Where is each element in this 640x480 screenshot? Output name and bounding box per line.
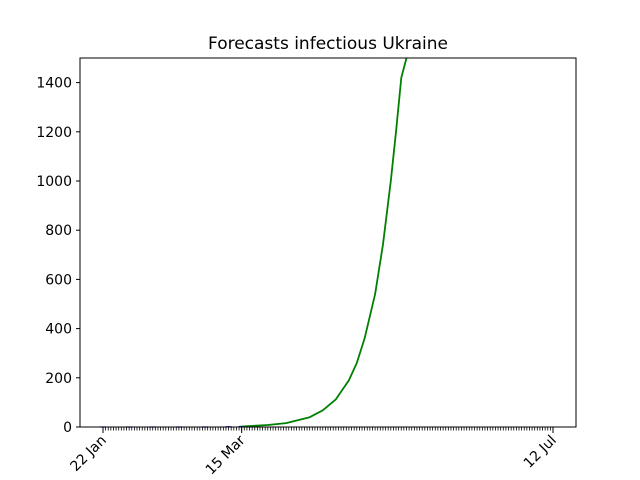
y-tick-label: 1000 xyxy=(36,174,72,190)
plot-frame xyxy=(79,57,577,428)
y-tick-label: 600 xyxy=(45,272,72,288)
chart-title: Forecasts infectious Ukraine xyxy=(208,34,448,54)
y-tick-label: 800 xyxy=(45,223,72,239)
y-tick-label: 1200 xyxy=(36,125,72,141)
y-tick-label: 0 xyxy=(63,420,72,436)
y-tick-label: 400 xyxy=(45,322,72,338)
y-tick-label: 200 xyxy=(45,371,72,387)
series-line xyxy=(241,58,408,427)
y-tick-label: 1400 xyxy=(36,76,72,92)
